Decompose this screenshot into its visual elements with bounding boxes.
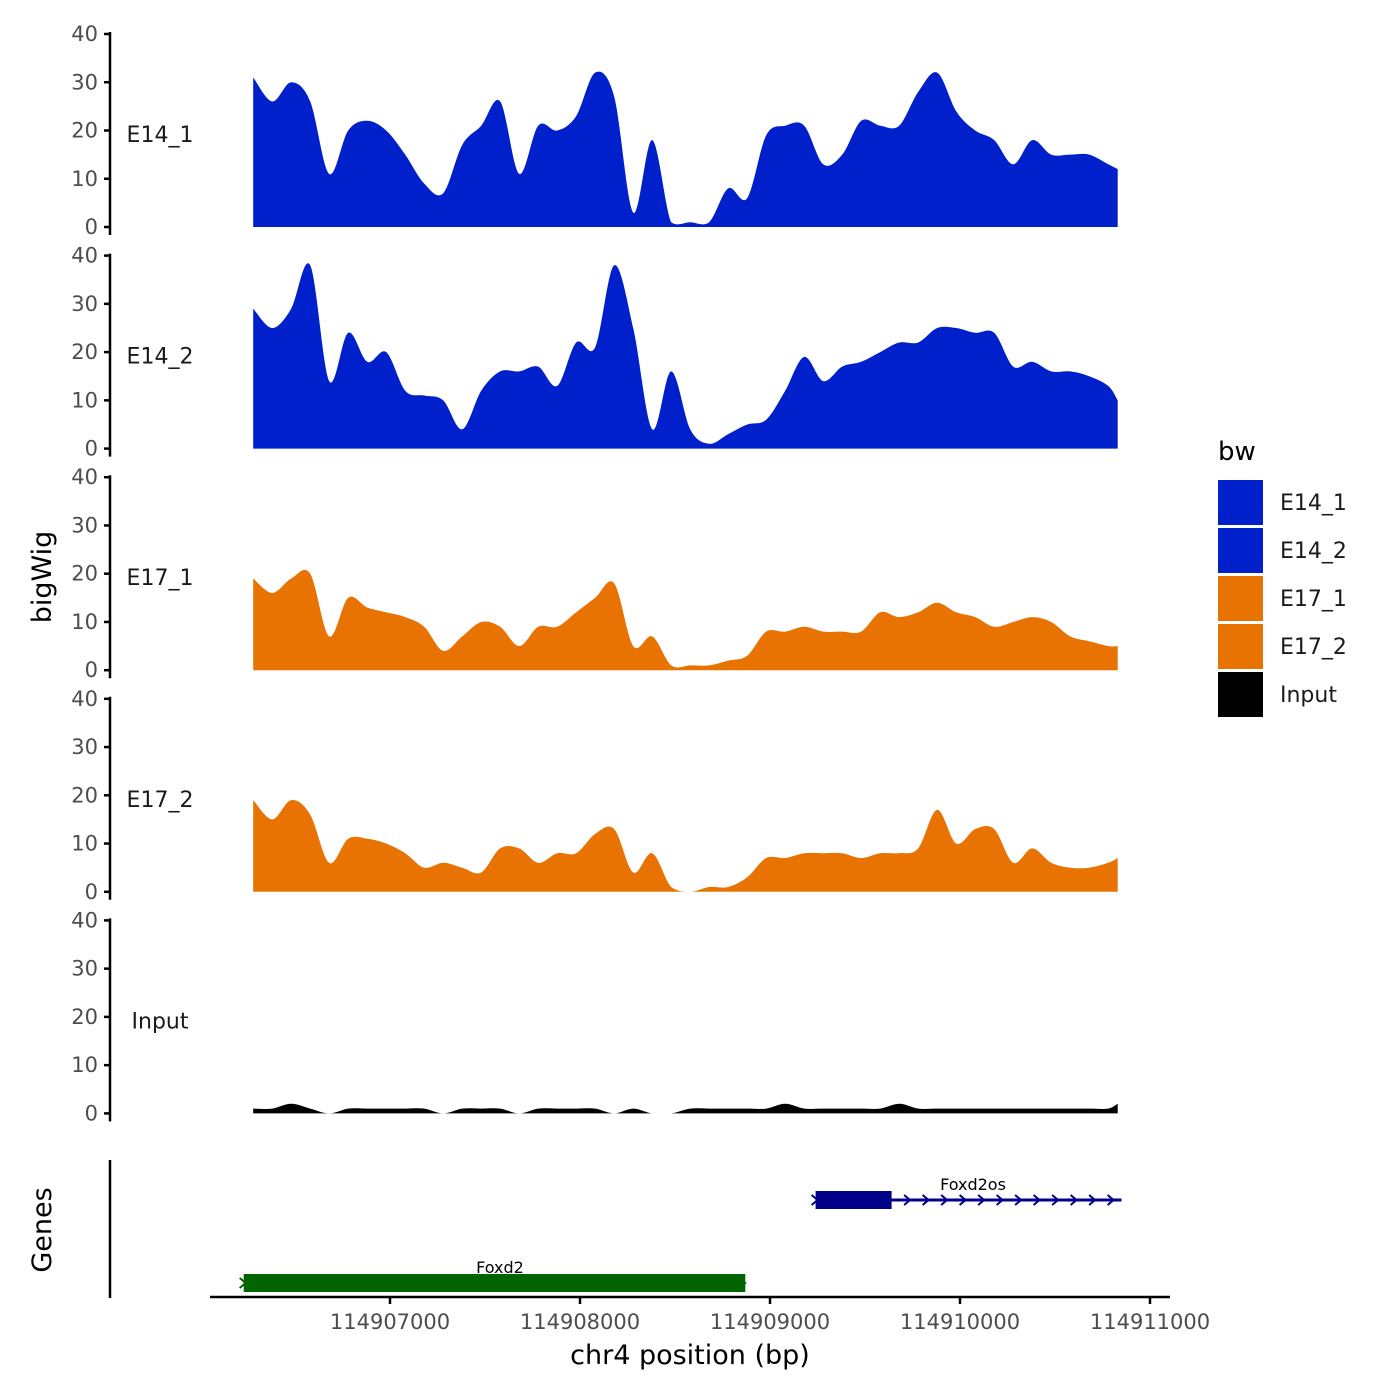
y-tick-label: 10 (71, 832, 98, 856)
y-tick-label: 20 (71, 1005, 98, 1029)
y-tick-label: 30 (71, 735, 98, 759)
x-tick-label: 114908000 (520, 1310, 640, 1334)
track-E14_1: 0 10 20 30 40 E14_1 (71, 22, 1118, 239)
y-tick-label: 30 (71, 70, 98, 94)
y-tick-label: 10 (71, 610, 98, 634)
area-E14_2 (253, 263, 1118, 449)
y-tick-label: 40 (71, 22, 98, 46)
y-tick-label: 0 (85, 437, 98, 461)
track-E14_2: 0 10 20 30 40 E14_2 (71, 244, 1118, 461)
x-tick-label: 114911000 (1090, 1310, 1210, 1334)
y-tick-label: 40 (71, 244, 98, 268)
legend-label: Input (1280, 683, 1337, 708)
y-tick-label: 10 (71, 1053, 98, 1077)
y-tick-label: 30 (71, 957, 98, 981)
y-tick-label: 40 (71, 908, 98, 932)
strand-arrows (810, 1194, 1116, 1206)
y-tick-label: 10 (71, 388, 98, 412)
legend-key-E14_1 (1218, 480, 1263, 525)
area-Input (253, 1103, 1118, 1114)
signal-tracks: 0 10 20 30 40 E14_1 0 10 20 30 40 E14_2 0 10 20 30 40 E17… (71, 22, 1118, 1125)
y-tick-label: 30 (71, 292, 98, 316)
gene-label: Foxd2os (940, 1175, 1006, 1194)
x-axis: 114907000 114908000 114909000 114910000 1149… (210, 1295, 1210, 1334)
gene-Foxd2os: Foxd2os (810, 1175, 1122, 1209)
y-tick-label: 20 (71, 562, 98, 586)
track-Input: 0 10 20 30 40 Input (71, 908, 1118, 1125)
genes-axis-title: Genes (27, 1187, 58, 1272)
x-tick-label: 114910000 (900, 1310, 1020, 1334)
legend-label: E14_1 (1280, 491, 1347, 516)
y-tick-label: 40 (71, 465, 98, 489)
track-label: E17_1 (127, 566, 194, 591)
x-tick-label: 114907000 (330, 1310, 450, 1334)
x-axis-title: chr4 position (bp) (570, 1340, 810, 1371)
y-tick-label: 10 (71, 167, 98, 191)
y-tick-label: 0 (85, 215, 98, 239)
legend-label: E17_1 (1280, 587, 1347, 612)
x-tick-label: 114909000 (710, 1310, 830, 1334)
legend-key-E17_1 (1218, 576, 1263, 621)
legend-label: E14_2 (1280, 539, 1347, 564)
y-tick-label: 20 (71, 119, 98, 143)
legend-key-E14_2 (1218, 528, 1263, 573)
legend: bw E14_1 E14_2 E17_1 E17_2 Input (1218, 437, 1347, 717)
track-label: Input (132, 1009, 189, 1034)
y-axis-title: bigWig (27, 531, 58, 624)
area-E14_1 (253, 71, 1118, 227)
track-label: E17_2 (127, 788, 194, 813)
y-tick-label: 40 (71, 687, 98, 711)
gene-label: Foxd2 (476, 1258, 524, 1277)
track-label: E14_2 (127, 345, 194, 370)
y-tick-label: 0 (85, 658, 98, 682)
area-E17_2 (253, 800, 1118, 892)
gene-Foxd2: Foxd2 (239, 1258, 747, 1292)
genes-panel: Foxd2os Foxd2 (108, 1160, 1122, 1298)
y-tick-label: 20 (71, 340, 98, 364)
y-tick-label: 0 (85, 1101, 98, 1125)
track-E17_2: 0 10 20 30 40 E17_2 (71, 687, 1118, 904)
y-tick-label: 30 (71, 513, 98, 537)
track-label: E14_1 (127, 123, 194, 148)
y-tick-label: 20 (71, 783, 98, 807)
legend-label: E17_2 (1280, 635, 1347, 660)
area-E17_1 (253, 569, 1118, 671)
legend-key-E17_2 (1218, 624, 1263, 669)
legend-title: bw (1218, 437, 1256, 467)
strand-arrows (239, 1277, 747, 1289)
legend-key-Input (1218, 672, 1263, 717)
y-tick-label: 0 (85, 880, 98, 904)
track-E17_1: 0 10 20 30 40 E17_1 (71, 465, 1118, 682)
